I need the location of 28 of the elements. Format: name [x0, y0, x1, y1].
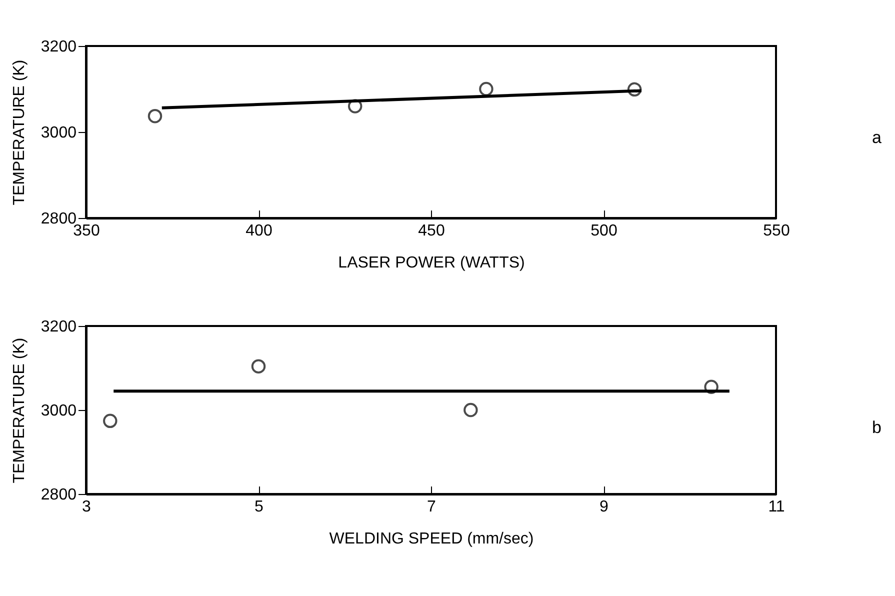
text: a	[872, 128, 882, 148]
x-tick-label: 350	[73, 222, 100, 240]
y-tick-label: 2800	[40, 486, 77, 504]
point	[251, 359, 266, 374]
x-tick-label: 7	[427, 498, 436, 516]
y-tick-label: 3000	[40, 124, 77, 142]
x-tick-label: 550	[763, 222, 790, 240]
point	[348, 99, 362, 114]
x-axis-title: WELDING SPEED (mm/sec)	[329, 530, 534, 548]
x-tick-label: 9	[600, 498, 609, 516]
point	[704, 380, 718, 394]
x-axis-title: LASER POWER (WATTS)	[338, 254, 525, 272]
y-tick-label: 3200	[40, 38, 77, 56]
x-tick-label: 3	[82, 498, 92, 516]
x-tick-label: 500	[590, 222, 618, 240]
x-tick-label: 11	[768, 498, 785, 516]
y-axis-title: TEMPERATURE (K)	[10, 60, 28, 206]
y-axis-title: TEMPERATURE (K)	[10, 338, 28, 484]
point	[103, 414, 118, 428]
point	[464, 402, 478, 418]
y-tick-label: 3000	[40, 402, 77, 420]
text: b	[872, 418, 882, 438]
x-tick-label: 5	[254, 498, 264, 516]
y-tick-label: 3200	[40, 318, 77, 336]
point	[148, 108, 162, 124]
point	[479, 82, 494, 96]
x-tick-label: 450	[418, 222, 445, 240]
x-tick-label: 400	[246, 222, 272, 240]
